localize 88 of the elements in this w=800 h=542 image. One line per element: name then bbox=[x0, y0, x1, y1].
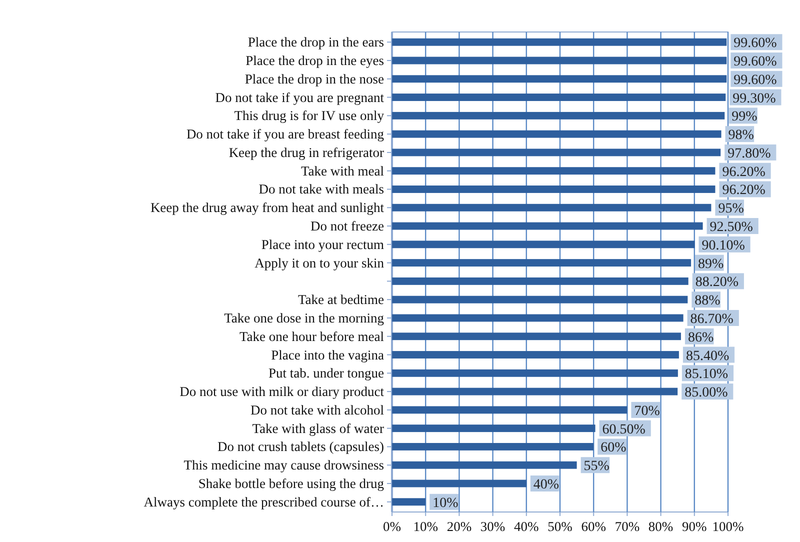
y-tick-label: Always complete the prescribed course of… bbox=[144, 494, 384, 510]
data-label: 86.70% bbox=[690, 312, 734, 327]
bar bbox=[392, 186, 716, 193]
x-tick-label: 50% bbox=[548, 519, 572, 534]
bar bbox=[392, 442, 594, 450]
y-tick-label: Place the drop in the nose bbox=[244, 71, 384, 86]
y-tick-label: Take with meal bbox=[300, 163, 384, 178]
y-tick-label: Keep the drug in refrigerator bbox=[228, 144, 384, 160]
y-tick-label: Place the drop in the eyes bbox=[246, 53, 384, 68]
y-tick-label: Do not take if you are breast feeding bbox=[186, 126, 384, 142]
bar bbox=[392, 388, 678, 396]
x-tick-label: 10% bbox=[413, 519, 438, 534]
data-label: 92.50% bbox=[710, 220, 754, 236]
x-tick-label: 100% bbox=[712, 519, 744, 534]
x-tick-label: 60% bbox=[581, 519, 606, 534]
y-tick-label: This drug is for IV use only bbox=[234, 108, 384, 124]
x-tick-label: 40% bbox=[514, 519, 539, 534]
bar bbox=[392, 38, 727, 46]
data-label: 40% bbox=[533, 477, 560, 492]
bar bbox=[392, 406, 628, 414]
x-tick-label: 30% bbox=[480, 519, 506, 534]
bar bbox=[392, 277, 688, 285]
bar bbox=[392, 424, 596, 432]
y-tick-label: Put tab. under tongue bbox=[268, 366, 384, 381]
bar bbox=[392, 296, 688, 304]
bar bbox=[392, 222, 703, 230]
x-tick-label: 90% bbox=[682, 519, 707, 534]
bar bbox=[392, 259, 692, 267]
data-label: 55% bbox=[584, 459, 610, 474]
data-label: 88.20% bbox=[695, 275, 739, 290]
data-label: 89% bbox=[698, 256, 724, 272]
x-tick-label: 70% bbox=[614, 519, 640, 534]
y-tick-label: Do not take if you are pregnant bbox=[215, 90, 384, 105]
bar bbox=[392, 351, 679, 358]
data-label: 96.20% bbox=[722, 164, 766, 180]
data-label: 95% bbox=[718, 202, 744, 217]
y-tick-label: Place into your rectum bbox=[261, 236, 384, 252]
bar bbox=[392, 130, 722, 138]
data-label: 99.60% bbox=[734, 72, 778, 88]
bar bbox=[392, 56, 727, 64]
data-label: 99.60% bbox=[734, 36, 778, 52]
bar bbox=[392, 75, 727, 83]
data-label: 88% bbox=[694, 294, 721, 309]
bar bbox=[392, 148, 721, 156]
bar bbox=[392, 480, 526, 488]
y-tick-label: Take at bedtime bbox=[298, 292, 384, 308]
x-tick-label: 0% bbox=[383, 519, 401, 534]
data-label: 85.00% bbox=[684, 386, 728, 401]
y-tick-label: Do not freeze bbox=[310, 218, 384, 234]
y-tick-label: Do not take with alcohol bbox=[250, 402, 384, 418]
y-tick-label: Do not use with milk or diary product bbox=[180, 384, 384, 400]
y-tick-label: Do not take with meals bbox=[258, 182, 384, 197]
bar bbox=[392, 240, 695, 248]
y-tick-label: Take one dose in the morning bbox=[224, 310, 384, 326]
x-tick-label: 20% bbox=[446, 519, 472, 534]
data-label: 86% bbox=[688, 330, 714, 346]
y-tick-label: Take with glass of water bbox=[252, 420, 384, 436]
y-tick-label: Place into the vagina bbox=[271, 347, 384, 362]
data-label: 85.40% bbox=[686, 348, 730, 364]
x-tick-label: 80% bbox=[648, 519, 674, 534]
data-label: 99.30% bbox=[732, 91, 776, 106]
bar bbox=[392, 314, 684, 322]
bar bbox=[392, 498, 426, 506]
data-label: 96.20% bbox=[722, 183, 766, 198]
data-label: 70% bbox=[634, 404, 660, 419]
y-tick-label: Shake bottle before using the drug bbox=[198, 476, 384, 491]
bar bbox=[392, 94, 726, 102]
bar bbox=[392, 332, 681, 340]
y-tick-label: Apply it on to your skin bbox=[254, 255, 384, 270]
data-label: 98% bbox=[728, 128, 754, 144]
data-label: 60% bbox=[600, 440, 627, 456]
y-tick-label: Place the drop in the ears bbox=[248, 34, 384, 50]
bar bbox=[392, 369, 678, 377]
y-tick-label: Take one hour before meal bbox=[240, 328, 384, 344]
bar bbox=[392, 461, 577, 469]
y-tick-label: This medicine may cause drowsiness bbox=[184, 458, 384, 473]
data-label: 10% bbox=[432, 496, 459, 511]
y-tick-label: Do not crush tablets (capsules) bbox=[218, 439, 384, 454]
data-label: 60.50% bbox=[602, 422, 646, 438]
data-label: 99.60% bbox=[734, 54, 778, 70]
data-label: 97.80% bbox=[728, 146, 772, 162]
data-label: 85.10% bbox=[684, 367, 728, 382]
data-label: 99% bbox=[732, 110, 758, 125]
bar bbox=[392, 167, 716, 175]
y-tick-label: Keep the drug away from heat and sunlight bbox=[150, 200, 384, 216]
bar bbox=[392, 204, 712, 212]
data-label: 90.10% bbox=[702, 238, 746, 254]
bar bbox=[392, 112, 725, 120]
